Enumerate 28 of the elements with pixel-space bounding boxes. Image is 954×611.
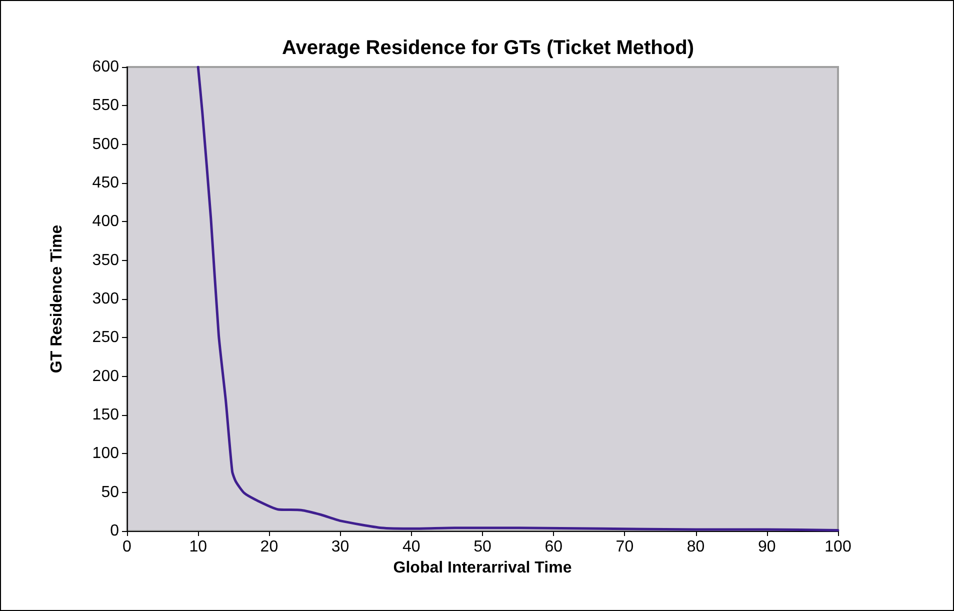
y-tick-label: 200 bbox=[92, 368, 120, 385]
x-tick-label: 0 bbox=[122, 538, 132, 556]
x-tick-label: 40 bbox=[402, 538, 420, 556]
x-tick-label: 100 bbox=[824, 538, 852, 556]
x-axis-title: Global Interarrival Time bbox=[393, 559, 572, 576]
y-tick-label: 250 bbox=[92, 329, 120, 346]
y-tick-label: 600 bbox=[92, 58, 120, 76]
y-tick-label: 350 bbox=[92, 252, 120, 269]
x-tick-label: 10 bbox=[189, 538, 208, 556]
y-tick-label: 150 bbox=[92, 406, 120, 424]
x-tick-label: 80 bbox=[686, 538, 705, 556]
y-tick-label: 100 bbox=[92, 445, 120, 462]
x-tick-label: 70 bbox=[616, 538, 634, 556]
y-tick-label: 450 bbox=[92, 174, 120, 192]
x-tick-label: 90 bbox=[758, 538, 776, 556]
chart-title: Average Residence for GTs (Ticket Method) bbox=[282, 37, 694, 59]
x-tick-label: 60 bbox=[544, 538, 563, 556]
y-tick-label: 550 bbox=[92, 97, 120, 114]
y-tick-label: 50 bbox=[101, 484, 120, 501]
x-tick-label: 20 bbox=[260, 538, 278, 556]
y-tick-label: 0 bbox=[110, 522, 120, 540]
y-tick-label: 400 bbox=[92, 213, 120, 230]
y-tick-label: 300 bbox=[92, 290, 120, 308]
y-axis-title: GT Residence Time bbox=[48, 224, 66, 374]
x-tick-label: 30 bbox=[331, 538, 350, 556]
x-tick-label: 50 bbox=[474, 538, 492, 556]
line-series bbox=[196, 66, 840, 532]
y-tick-label: 500 bbox=[92, 136, 120, 153]
